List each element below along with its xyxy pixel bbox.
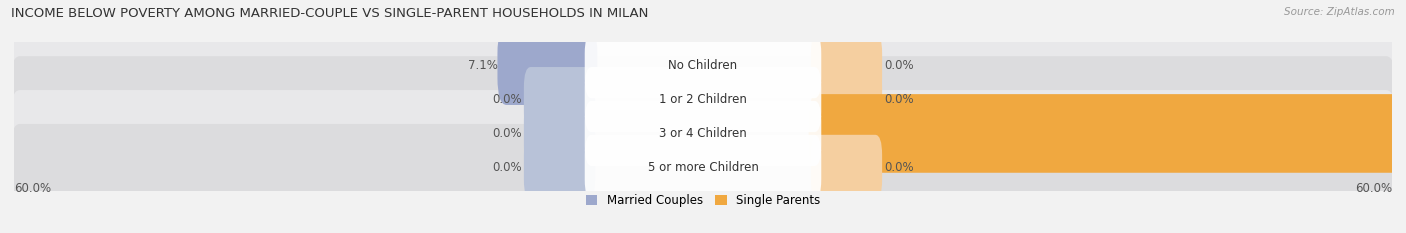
Text: 0.0%: 0.0%: [884, 161, 914, 174]
Text: Source: ZipAtlas.com: Source: ZipAtlas.com: [1284, 7, 1395, 17]
FancyBboxPatch shape: [585, 135, 821, 200]
FancyBboxPatch shape: [811, 33, 882, 98]
Text: INCOME BELOW POVERTY AMONG MARRIED-COUPLE VS SINGLE-PARENT HOUSEHOLDS IN MILAN: INCOME BELOW POVERTY AMONG MARRIED-COUPL…: [11, 7, 648, 20]
Text: 1 or 2 Children: 1 or 2 Children: [659, 93, 747, 106]
FancyBboxPatch shape: [498, 26, 598, 105]
Text: 0.0%: 0.0%: [884, 93, 914, 106]
Text: 0.0%: 0.0%: [492, 161, 522, 174]
Text: 0.0%: 0.0%: [492, 93, 522, 106]
Text: 60.0%: 60.0%: [14, 182, 51, 195]
Text: 60.0%: 60.0%: [1355, 182, 1392, 195]
FancyBboxPatch shape: [808, 94, 1406, 173]
Text: 0.0%: 0.0%: [492, 127, 522, 140]
FancyBboxPatch shape: [11, 56, 1395, 143]
FancyBboxPatch shape: [524, 67, 595, 132]
FancyBboxPatch shape: [11, 90, 1395, 177]
FancyBboxPatch shape: [585, 33, 821, 98]
Text: 5 or more Children: 5 or more Children: [648, 161, 758, 174]
FancyBboxPatch shape: [585, 67, 821, 132]
FancyBboxPatch shape: [11, 124, 1395, 211]
Text: 7.1%: 7.1%: [468, 59, 498, 72]
FancyBboxPatch shape: [524, 101, 595, 166]
Text: No Children: No Children: [668, 59, 738, 72]
FancyBboxPatch shape: [11, 22, 1395, 109]
FancyBboxPatch shape: [811, 67, 882, 132]
Text: 3 or 4 Children: 3 or 4 Children: [659, 127, 747, 140]
FancyBboxPatch shape: [585, 101, 821, 166]
Legend: Married Couples, Single Parents: Married Couples, Single Parents: [581, 190, 825, 212]
FancyBboxPatch shape: [811, 135, 882, 200]
Text: 0.0%: 0.0%: [884, 59, 914, 72]
FancyBboxPatch shape: [524, 135, 595, 200]
